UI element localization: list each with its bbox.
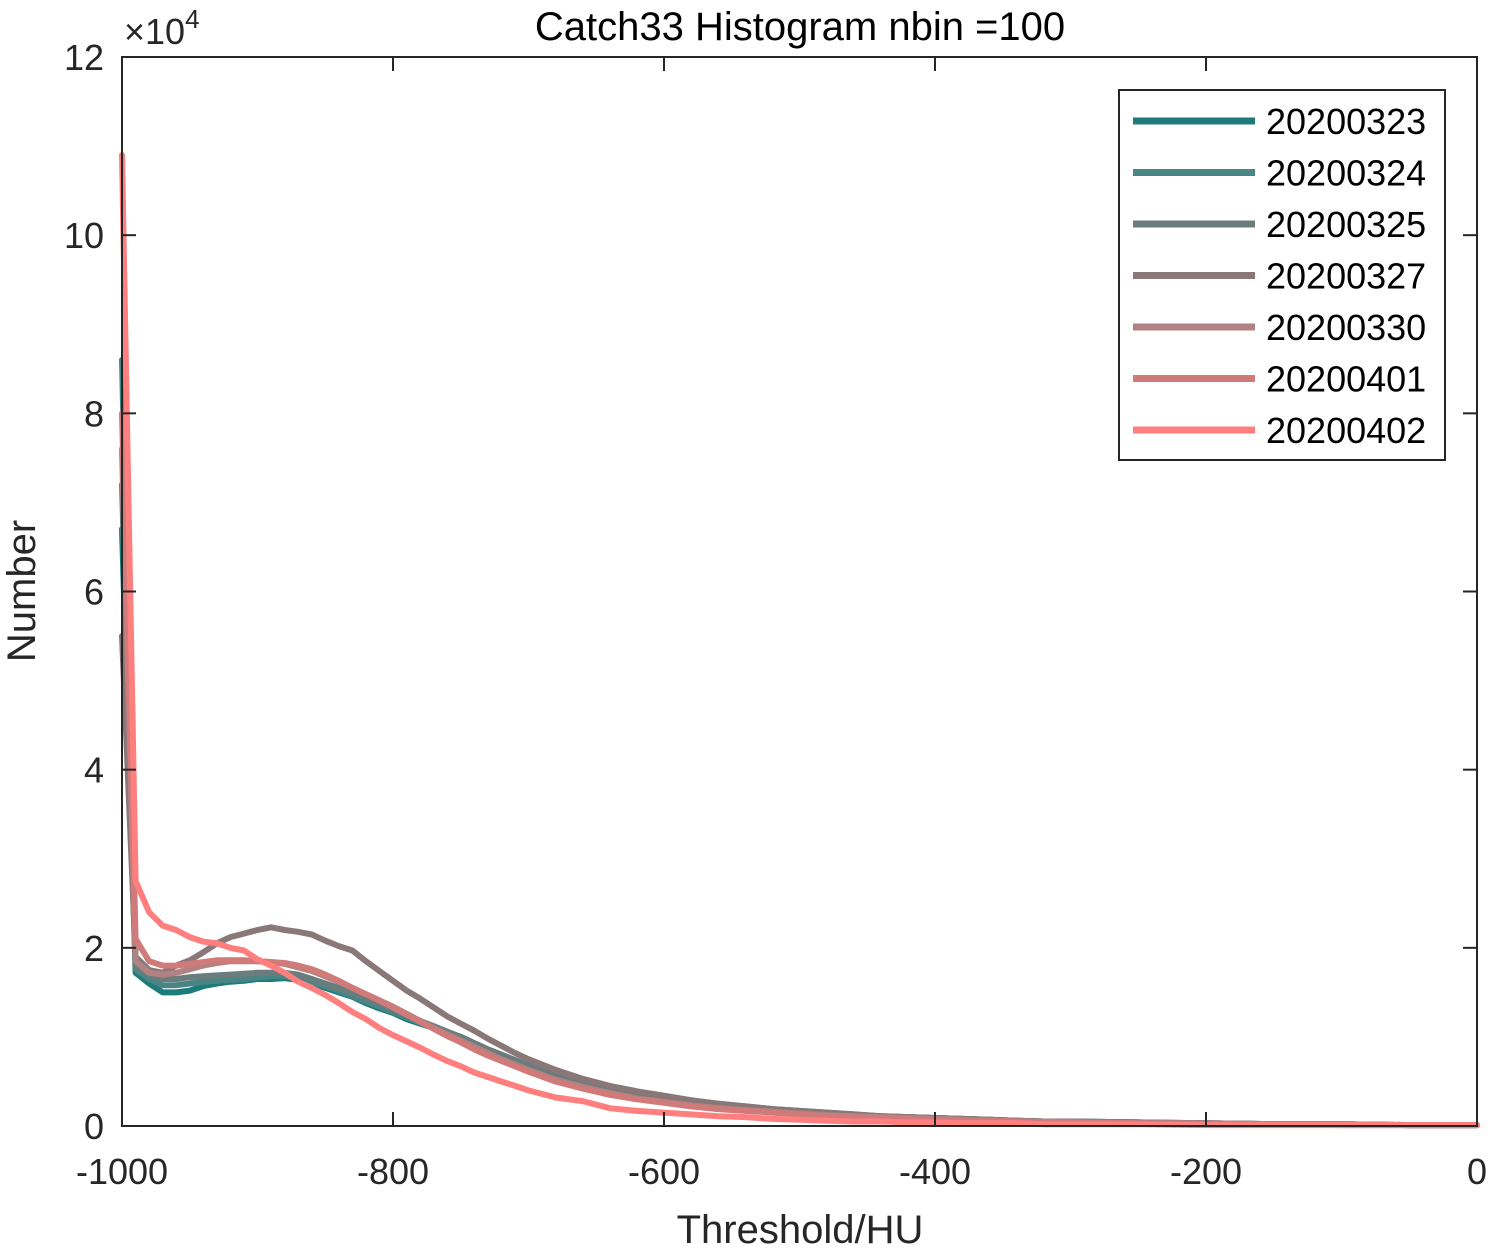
y-tick-label: 4 [84, 750, 104, 791]
x-tick-label: -800 [357, 1151, 429, 1192]
y-tick-label: 2 [84, 928, 104, 969]
legend-label-20200402: 20200402 [1266, 410, 1426, 451]
legend-label-20200401: 20200401 [1266, 359, 1426, 400]
x-tick-label: -400 [899, 1151, 971, 1192]
y-tick-label: 0 [84, 1106, 104, 1147]
y-exponent-power: 4 [185, 4, 199, 34]
ticks-layer: -1000 -800 -600 -400 -200 0 0 2 4 6 8 10 12 [64, 37, 1487, 1192]
legend: 20200323 20200324 20200325 20200327 20200330… [1118, 89, 1446, 461]
x-axis-label: Threshold/HU [677, 1208, 924, 1250]
series-line-20200402 [119, 152, 1480, 1129]
x-tick-label: 0 [1467, 1151, 1487, 1192]
x-tick-label: -1000 [76, 1151, 168, 1192]
legend-label-20200327: 20200327 [1266, 256, 1426, 297]
y-tick-label: 12 [64, 37, 104, 78]
legend-label-20200330: 20200330 [1266, 307, 1426, 348]
y-tick-label: 6 [84, 572, 104, 613]
y-exponent-label: ×104 [124, 4, 200, 52]
y-axis-label: Number [0, 520, 44, 662]
x-tick-label: -600 [628, 1151, 700, 1192]
x-tick-label: -200 [1170, 1151, 1242, 1192]
y-tick-label: 8 [84, 393, 104, 434]
y-exponent-base: ×10 [124, 11, 185, 52]
legend-label-20200325: 20200325 [1266, 204, 1426, 245]
y-tick-label: 10 [64, 215, 104, 256]
legend-label-20200323: 20200323 [1266, 101, 1426, 142]
chart-title: Catch33 Histogram nbin =100 [535, 5, 1065, 49]
legend-label-20200324: 20200324 [1266, 153, 1426, 194]
series-layer [119, 152, 1480, 1129]
